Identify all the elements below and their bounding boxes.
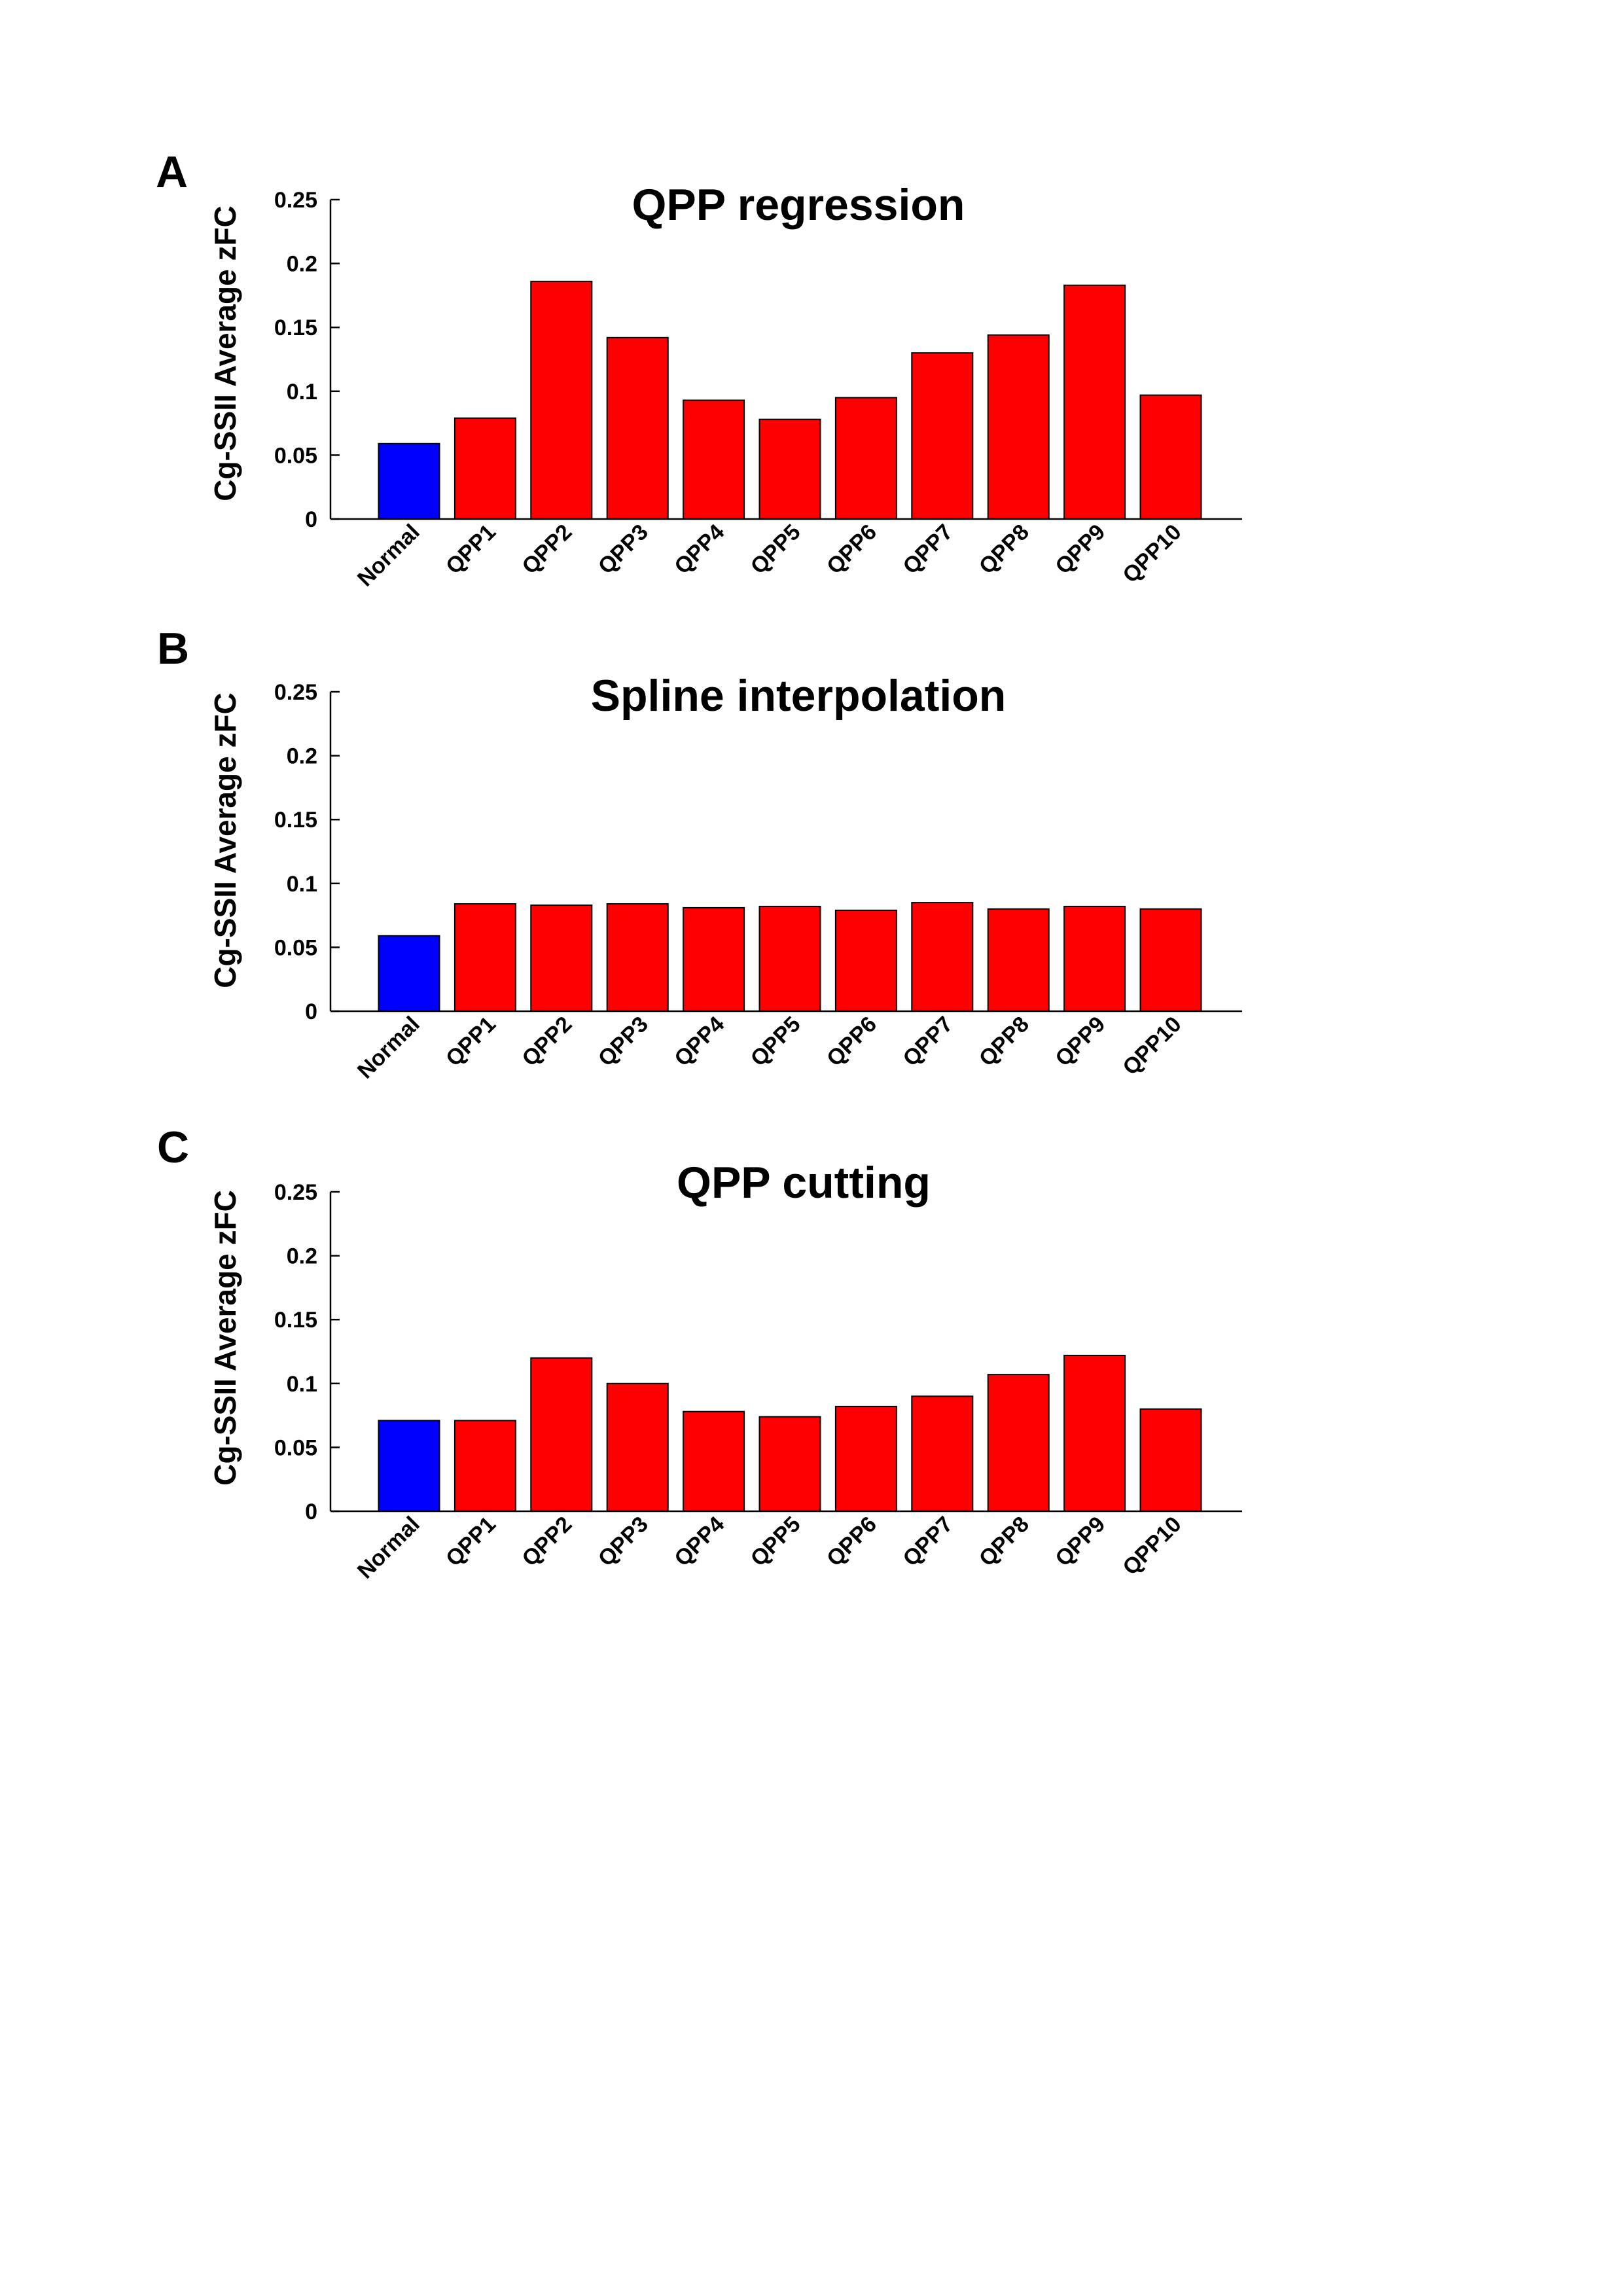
y-tick-label-b-2: 0.1 — [287, 872, 317, 897]
bar-a-qpp8 — [987, 334, 1050, 520]
y-tick-label-a-5: 0.25 — [274, 188, 317, 213]
chart-title-c: QPP cutting — [677, 1158, 931, 1208]
bar-b-qpp10 — [1139, 908, 1202, 1013]
bar-b-qpp6 — [834, 909, 897, 1013]
bar-b-normal — [378, 935, 440, 1013]
y-tick-label-a-4: 0.2 — [287, 252, 317, 277]
y-tick-label-b-0: 0 — [305, 999, 317, 1024]
y-tick-label-c-1: 0.05 — [274, 1435, 317, 1460]
y-tick-label-c-3: 0.15 — [274, 1308, 317, 1333]
panel-label-a: A — [156, 147, 188, 197]
bar-c-qpp1 — [454, 1420, 516, 1512]
y-tick-label-a-2: 0.1 — [287, 380, 317, 404]
bar-c-qpp6 — [834, 1405, 897, 1512]
bar-c-qpp2 — [530, 1357, 593, 1513]
bar-b-qpp3 — [606, 903, 669, 1012]
bar-c-qpp3 — [606, 1382, 669, 1513]
y-tick-label-a-3: 0.15 — [274, 315, 317, 340]
bar-a-qpp1 — [454, 417, 516, 520]
bar-a-qpp6 — [834, 397, 897, 520]
y-tick-label-b-5: 0.25 — [274, 680, 317, 705]
bar-c-qpp10 — [1139, 1408, 1202, 1513]
bar-a-qpp5 — [758, 418, 821, 520]
y-tick-label-a-0: 0 — [305, 507, 317, 532]
panel-a: A QPP regression Cg-SSII Average zFC 0 0.… — [156, 147, 1242, 591]
bar-b-qpp9 — [1063, 905, 1126, 1013]
bar-c-qpp8 — [987, 1374, 1050, 1513]
bar-a-qpp10 — [1139, 394, 1202, 520]
y-tick-label-c-4: 0.2 — [287, 1244, 317, 1269]
bar-a-qpp3 — [606, 336, 669, 520]
y-tick-label-b-4: 0.2 — [287, 744, 317, 769]
bar-a-qpp9 — [1063, 284, 1126, 520]
y-tick-label-c-0: 0 — [305, 1499, 317, 1524]
bar-c-qpp7 — [911, 1395, 974, 1513]
bar-c-normal — [378, 1420, 440, 1512]
panel-label-c: C — [157, 1122, 189, 1172]
bar-b-qpp5 — [758, 905, 821, 1013]
bar-a-qpp7 — [911, 352, 974, 520]
y-axis-label-a: Cg-SSII Average zFC — [208, 206, 242, 501]
y-tick-label-a-1: 0.05 — [274, 443, 317, 468]
chart-title-b: Spline interpolation — [591, 671, 1007, 721]
bar-c-qpp9 — [1063, 1354, 1126, 1512]
bar-a-qpp4 — [683, 399, 745, 520]
y-tick-label-c-5: 0.25 — [274, 1180, 317, 1205]
panel-label-b: B — [157, 624, 189, 673]
bar-b-qpp1 — [454, 903, 516, 1012]
bar-a-qpp2 — [530, 280, 593, 520]
bar-b-qpp4 — [683, 906, 745, 1013]
y-axis-label-c: Cg-SSII Average zFC — [208, 1190, 242, 1486]
bar-b-qpp2 — [530, 905, 593, 1012]
y-tick-label-b-1: 0.05 — [274, 935, 317, 960]
bar-b-qpp7 — [911, 902, 974, 1012]
bar-c-qpp5 — [758, 1416, 821, 1513]
y-tick-label-c-2: 0.1 — [287, 1372, 317, 1397]
bar-a-normal — [378, 442, 440, 520]
bar-c-qpp4 — [683, 1410, 745, 1512]
chart-title-a: QPP regression — [632, 180, 965, 230]
bar-b-qpp8 — [987, 908, 1050, 1013]
y-tick-label-b-3: 0.15 — [274, 808, 317, 833]
y-axis-label-b: Cg-SSII Average zFC — [208, 692, 242, 988]
